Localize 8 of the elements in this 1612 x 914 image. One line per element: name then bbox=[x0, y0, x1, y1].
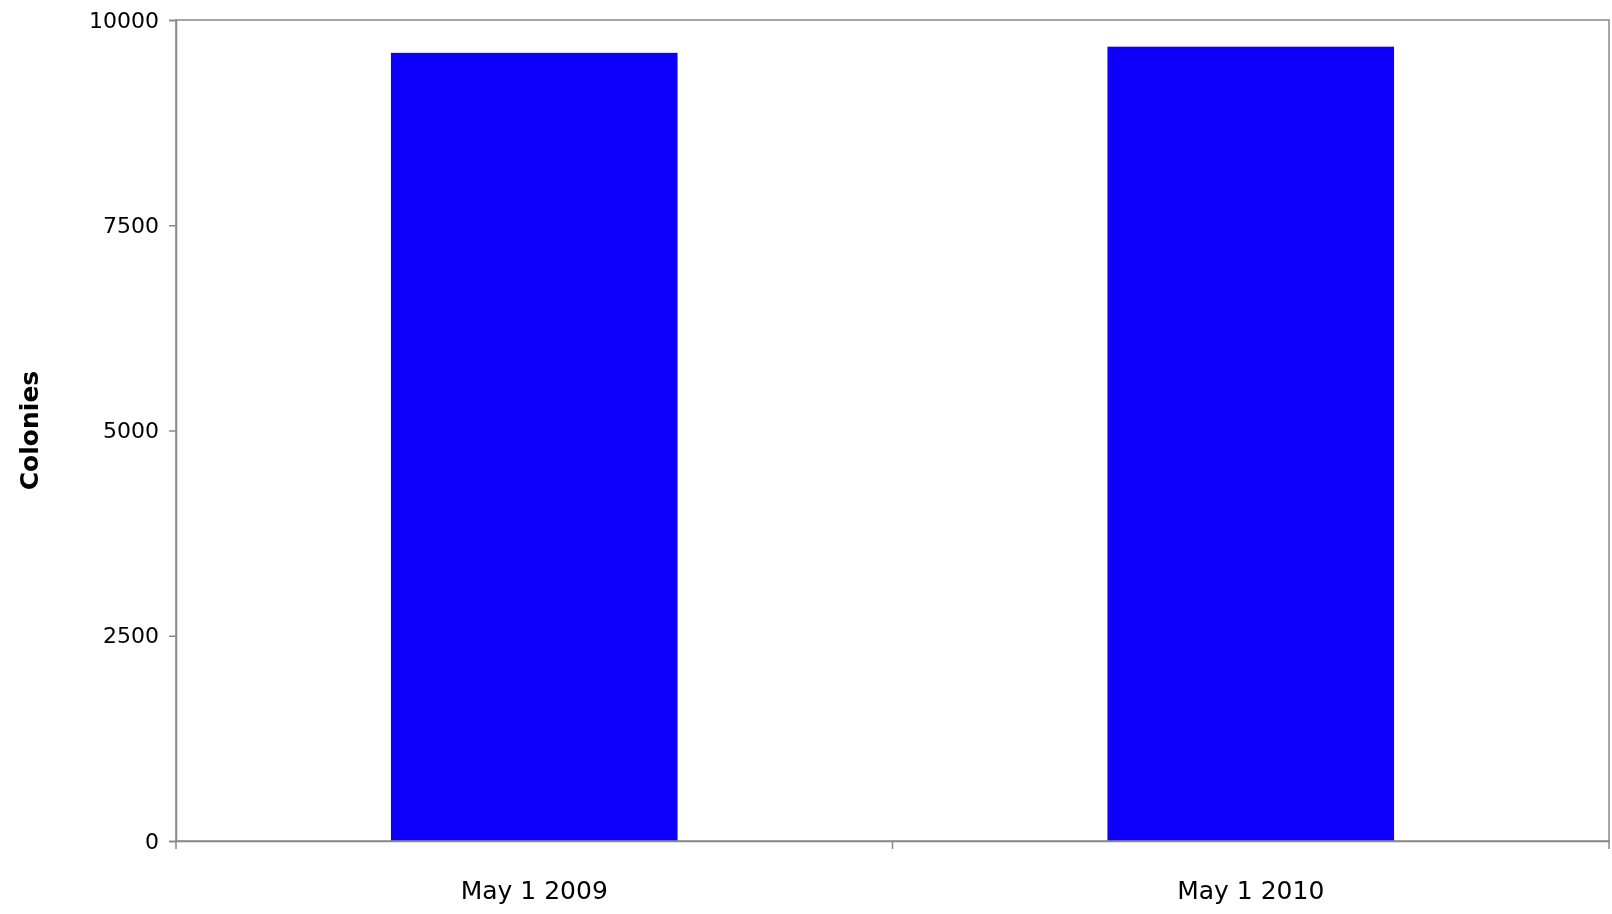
x-tick-label: May 1 2009 bbox=[460, 875, 608, 905]
y-axis-title: Colonies bbox=[15, 370, 44, 491]
y-tick-label: 2500 bbox=[103, 623, 159, 649]
y-tick-label: 0 bbox=[145, 828, 159, 854]
y-tick-label: 7500 bbox=[103, 212, 159, 238]
y-tick-label: 10000 bbox=[89, 7, 159, 33]
x-tick-label: May 1 2010 bbox=[1177, 875, 1325, 905]
y-tick-label: 5000 bbox=[103, 418, 159, 444]
